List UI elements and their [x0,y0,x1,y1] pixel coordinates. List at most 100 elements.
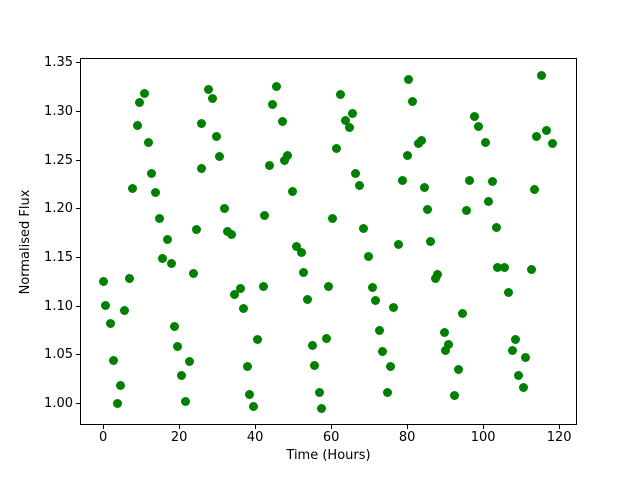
data-point [480,138,490,148]
data-point [307,340,317,350]
data-point [157,254,167,264]
data-point [143,138,153,148]
x-tick-mark [178,425,180,429]
data-point [176,370,186,380]
x-axis-label: Time (Hours) [286,448,371,463]
y-tick-label: 1.10 [44,298,73,314]
data-point [345,122,355,132]
data-point [531,132,541,142]
data-point [328,214,338,224]
x-tick-mark [102,425,104,429]
data-point [348,108,358,118]
data-point [264,160,274,170]
y-tick-mark [76,257,80,259]
data-point [235,284,245,294]
y-tick-mark [76,159,80,161]
data-point [243,362,253,372]
data-point [331,144,341,154]
data-point [173,341,183,351]
data-point [367,283,377,293]
y-tick-mark [76,305,80,307]
data-point [128,183,138,193]
data-point [132,120,142,130]
y-tick-mark [76,403,80,405]
data-point [292,242,302,252]
data-point [207,94,217,104]
data-point [98,277,108,287]
data-point [189,268,199,278]
data-point [323,282,333,292]
data-point [272,81,282,91]
data-point [518,382,528,392]
data-point [499,262,509,272]
data-point [298,267,308,277]
data-point [370,295,380,305]
x-tick-label: 60 [322,430,340,445]
data-point [364,252,374,262]
data-point [408,97,418,107]
plot-area [80,58,577,425]
y-tick-label: 1.30 [44,104,73,120]
x-tick-mark [330,425,332,429]
x-tick-label: 80 [398,430,416,445]
data-point [441,345,451,355]
data-point [389,302,399,312]
data-point [444,339,454,349]
data-point [521,353,531,363]
data-point [483,196,493,206]
y-tick-label: 1.20 [44,201,73,217]
data-point [162,234,172,244]
x-tick-label: 100 [470,430,496,445]
data-point [548,139,558,149]
data-point [170,322,180,332]
data-point [260,211,270,221]
x-tick-mark [254,425,256,429]
data-point [464,176,474,186]
data-point [203,84,213,94]
y-tick-label: 1.05 [44,347,73,363]
x-tick-mark [558,425,560,429]
data-point [513,370,523,380]
data-point [537,71,547,81]
data-point [181,397,191,407]
data-point [503,288,513,298]
data-point [310,361,320,371]
data-point [527,264,537,274]
data-point [315,388,325,398]
data-point [340,115,350,125]
y-tick-mark [76,62,80,64]
y-tick-mark [76,111,80,113]
data-point [302,294,312,304]
data-point [191,224,201,234]
data-point [355,181,365,191]
data-point [469,111,479,121]
data-point [419,182,429,192]
x-tick-label: 0 [99,430,108,445]
y-tick-mark [76,354,80,356]
data-point [184,357,194,367]
data-point [397,176,407,186]
data-point [402,150,412,160]
data-point [358,223,368,233]
data-point [458,308,468,318]
data-point [134,98,144,108]
data-point [197,118,207,128]
y-tick-label: 1.15 [44,250,73,266]
data-point [109,356,119,366]
data-point [507,345,517,355]
data-point [258,282,268,292]
data-point [226,229,236,239]
data-point [167,258,177,268]
data-point [249,402,259,411]
data-point [336,89,346,99]
y-tick-label: 1.35 [44,55,73,71]
data-point [450,391,460,401]
data-point [119,305,129,315]
data-point [140,88,150,98]
y-tick-label: 1.00 [44,396,73,412]
data-point [453,365,463,374]
x-tick-label: 40 [246,430,264,445]
data-point [219,204,229,214]
data-point [393,240,403,250]
x-tick-mark [482,425,484,429]
